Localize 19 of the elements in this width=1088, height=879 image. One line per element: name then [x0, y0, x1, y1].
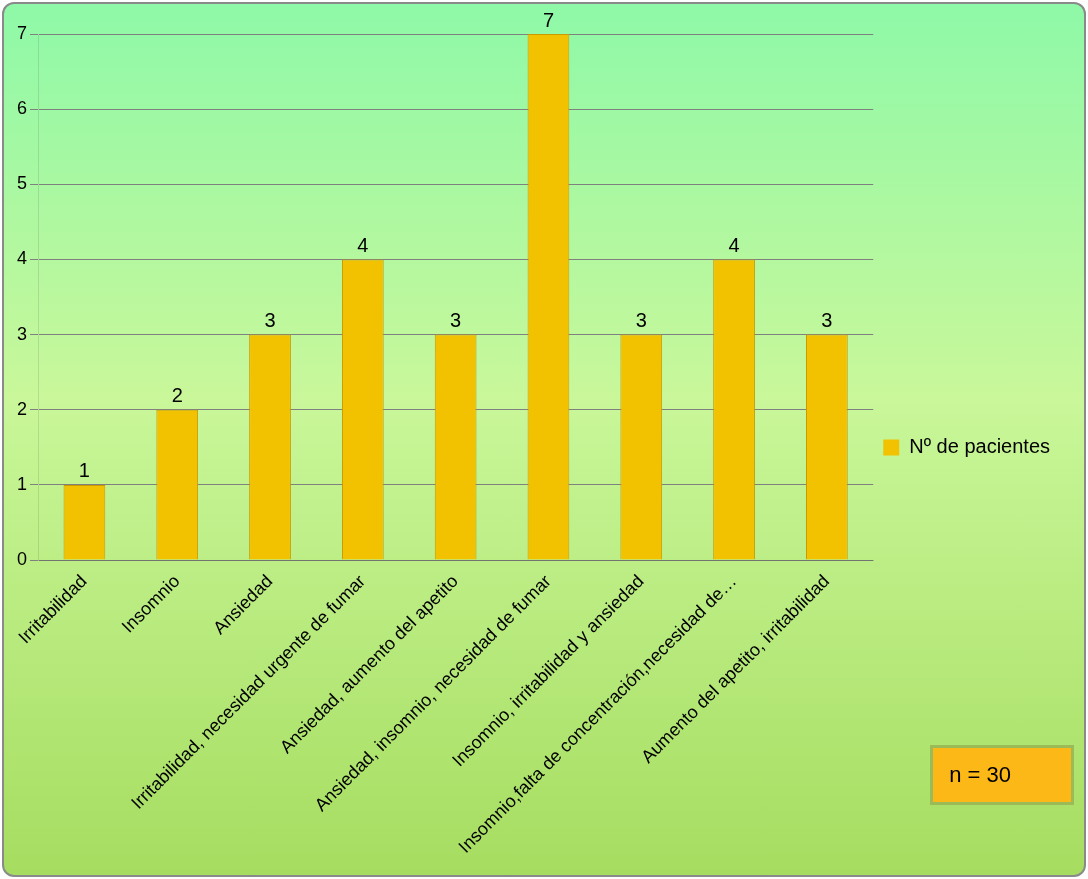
y-tick-label: 1	[17, 473, 28, 494]
text: n = 30	[930, 745, 1074, 805]
y-tick-label: 6	[17, 98, 28, 119]
data-label: 1	[78, 459, 90, 482]
y-tick-label: 5	[17, 173, 28, 194]
y-tick-label: 7	[17, 22, 28, 43]
data-label: 7	[542, 8, 555, 31]
data-label: 3	[635, 309, 647, 332]
data-label: 3	[821, 309, 833, 332]
data-label: 4	[357, 233, 369, 256]
y-tick-label: 0	[17, 549, 28, 569]
data-label: 2	[171, 384, 183, 407]
y-tick-label: 2	[17, 398, 28, 419]
legend-label: Nº de pacientes	[909, 435, 1051, 458]
data-label: 4	[728, 233, 740, 256]
y-tick-label: 4	[17, 248, 28, 269]
data-label: 3	[264, 309, 276, 332]
data-label: 3	[450, 309, 462, 332]
y-tick-label: 3	[17, 323, 28, 344]
